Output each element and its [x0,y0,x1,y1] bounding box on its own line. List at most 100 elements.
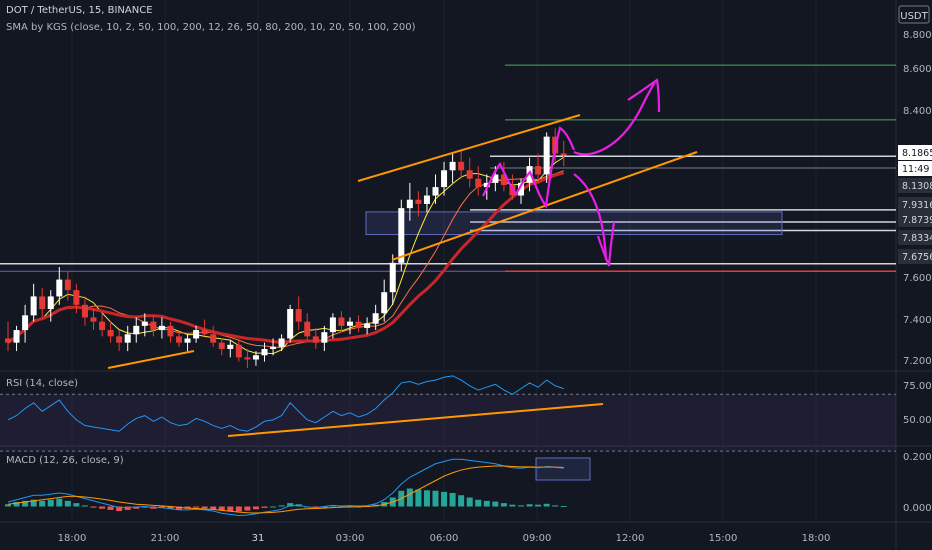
candle-body [167,325,174,337]
candle-body [218,342,225,349]
time-tick-label: 06:00 [430,533,459,544]
macd-histogram-bar [466,497,473,507]
candle-body [261,348,268,356]
candle-body [90,317,97,322]
candle-body [329,317,336,333]
candle-body [124,334,131,343]
candle-body [423,195,430,204]
time-axis[interactable]: 18:00 21:00 31 03:00 06:00 09:00 12:00 15:00 18:… [58,533,831,544]
candle-body [5,338,11,343]
candle-body [295,309,302,322]
price-badge-label: 11:49 [902,164,929,175]
currency-box[interactable] [898,5,930,24]
candle-body [278,338,285,347]
price-tick-label: 8.6000 [903,64,932,75]
macd-histogram-bar [64,500,71,507]
candle-body [158,325,165,331]
macd-histogram-bar [252,506,259,510]
candle-body [312,336,319,343]
candle-body [270,346,277,349]
macd-histogram-bar [535,504,542,507]
macd-histogram-bar [244,506,251,511]
price-tick-label: 7.6000 [903,273,932,284]
macd-histogram-bar [39,500,46,507]
candle-body [338,317,345,326]
macd-histogram-bar [432,490,439,507]
rsi-tick-label: 75.00 [903,381,932,392]
macd-histogram-bar [518,505,524,507]
candle-body [99,321,106,331]
price-tick-label: 8.8000 [903,30,932,41]
arrow-head [596,221,616,267]
price-badge [898,145,932,160]
candle-body [389,262,396,293]
candle-body [381,292,388,314]
candle-body [116,336,123,343]
symbol-title[interactable]: DOT / TetherUS, 15, BINANCE [6,5,153,16]
macd-histogram-bar [5,504,11,507]
macd-histogram-bar [441,491,448,507]
price-pane[interactable] [0,0,896,369]
trend-line [357,114,581,182]
candle-body [244,357,251,360]
price-axis[interactable]: USDT 8.8000 8.6000 8.4000 7.6000 7.4000 7.2000… [898,5,932,514]
price-badge-label: 7.9316 [902,200,932,211]
sma-slow-line [7,171,565,345]
sma-mid-line [7,170,564,349]
macd-histogram-bar [124,506,131,510]
time-tick-label: 18:00 [58,533,87,544]
arrow-head [627,78,661,113]
macd-histogram-bar [329,505,336,507]
candle-body [227,344,234,349]
indicator-title[interactable]: SMA by KGS (close, 10, 2, 50, 100, 200, … [6,22,416,33]
macd-histogram-bar [218,506,225,511]
price-badge [898,249,932,264]
macd-histogram-bar [90,506,97,508]
macd-histogram-bar [458,495,465,507]
candle-body [73,290,80,305]
time-tick-label: 09:00 [523,533,552,544]
rsi-title[interactable]: RSI (14, close) [6,378,79,389]
macd-histogram-bar [201,506,208,509]
macd-histogram-bar [449,493,456,507]
macd-histogram-bar [141,506,148,508]
macd-histogram-bar [235,506,242,512]
price-tick-label: 8.4000 [903,106,932,117]
candle-body [252,355,259,360]
macd-histogram-bar [227,506,234,511]
rsi-pane[interactable] [0,375,896,452]
macd-histogram-bar [500,503,507,507]
candle-body [13,330,20,343]
macd-histogram-bar [415,489,422,507]
price-badge-label: 8.1865 [902,148,932,159]
support-zone [365,211,783,236]
candle-body [415,199,422,204]
candle-body [201,330,208,335]
candle-body [466,170,473,179]
macd-histogram-bar [492,501,499,507]
macd-histogram-bar [210,506,217,510]
candle-body [526,166,533,183]
trend-line [107,350,195,369]
macd-histogram-bar [475,499,482,507]
macd-histogram-bar [509,504,516,507]
rsi-trend-line [227,403,604,437]
macd-histogram-bar [30,499,37,507]
annotation-arrow-up [573,81,656,156]
candle-body [432,187,439,196]
candle-body [398,208,405,263]
candle-body [56,279,63,297]
candle-body [184,338,191,343]
macd-pane[interactable] [5,457,591,517]
rsi-band [0,394,896,452]
candle-body [193,330,200,339]
macd-histogram-bar [312,506,319,508]
macd-title[interactable]: MACD (12, 26, close, 9) [6,455,124,466]
macd-tick-label: 0.0000 [903,503,932,514]
candle-body [47,296,54,310]
price-badge [898,161,932,176]
candle-body [355,321,362,328]
